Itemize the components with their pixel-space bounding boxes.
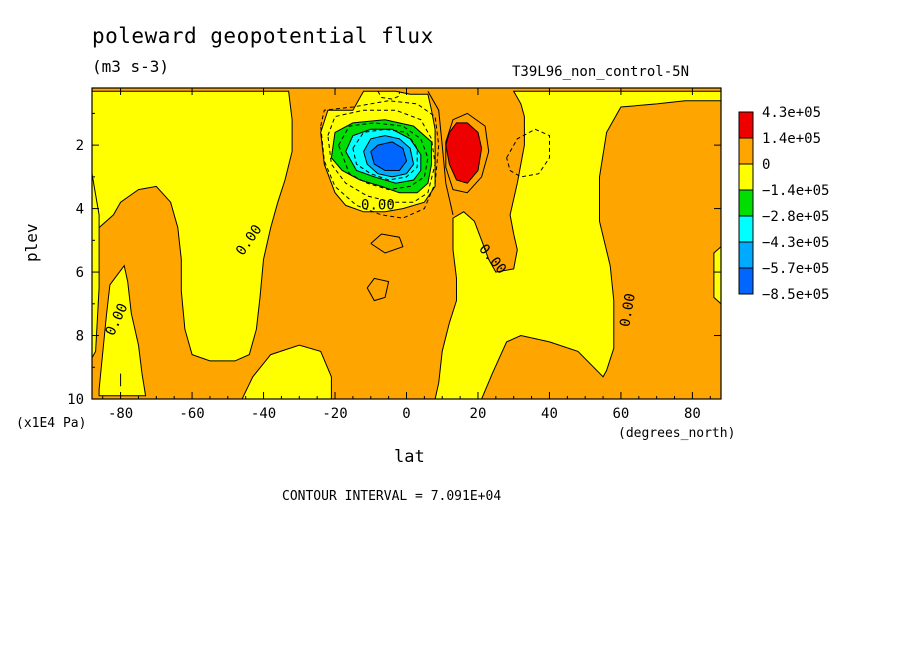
x-tick-label-3: -20	[322, 406, 347, 422]
x-tick-label-5: 20	[470, 406, 487, 422]
contour-line-1	[327, 109, 436, 203]
legend-label-3: −1.4e+05	[762, 183, 829, 199]
legend-swatch-1	[738, 137, 754, 165]
legend-swatch-2	[738, 163, 754, 191]
contour-line-0	[320, 100, 440, 219]
contour-region-1	[92, 173, 100, 359]
contour-line-2	[338, 122, 429, 191]
contour-interval: CONTOUR INTERVAL = 7.091E+04	[282, 489, 502, 504]
legend-swatch-3	[738, 189, 754, 217]
y-axis-units: (x1E4 Pa)	[16, 416, 87, 431]
y-tick-label-1: 4	[76, 202, 84, 218]
y-tick-label-4: 10	[67, 392, 84, 408]
legend-label-4: −2.8e+05	[762, 209, 829, 225]
x-tick-label-6: 40	[541, 406, 558, 422]
legend-swatch-5	[738, 241, 754, 269]
run-name: T39L96_non_control-5N	[512, 64, 690, 80]
axes: -80 -60 -40 -20 0 20 40 60 80 2 4 6 8 10	[67, 88, 721, 422]
legend-swatch-6	[738, 267, 754, 295]
contour-label-0: 0.00	[361, 197, 395, 213]
x-tick-label-0: -80	[108, 406, 133, 422]
legend-swatch-0	[738, 111, 754, 139]
x-axis-units: (degrees_north)	[618, 426, 736, 441]
contour-region-11	[445, 122, 483, 184]
contour-region-2	[98, 264, 147, 397]
contour-region-10	[370, 141, 408, 171]
chart-units: (m3 s-3)	[92, 57, 170, 76]
x-tick-label-4: 0	[402, 406, 410, 422]
legend-label-6: −5.7e+05	[762, 261, 829, 277]
chart-title: poleward geopotential flux	[92, 24, 434, 48]
legend-label-5: −4.3e+05	[762, 235, 829, 251]
legend-swatch-4	[738, 215, 754, 243]
contour-region-3	[241, 344, 332, 399]
contour-line-5	[506, 128, 550, 178]
x-axis-label: lat	[394, 447, 425, 467]
contour-line-7	[427, 90, 454, 216]
y-tick-label-2: 6	[76, 265, 84, 281]
y-tick-label-3: 8	[76, 329, 84, 345]
contour-line-3	[352, 128, 418, 181]
legend-label-2: 0	[762, 157, 770, 173]
y-tick-label-0: 2	[76, 138, 84, 154]
x-tick-label-2: -40	[251, 406, 276, 422]
legend-label-7: −8.5e+05	[762, 287, 829, 303]
filled-contours	[92, 90, 721, 399]
x-tick-label-8: 80	[684, 406, 701, 422]
contour-line-8	[370, 233, 404, 254]
contour-region-5	[434, 90, 721, 399]
legend: 4.3e+05 1.4e+05 0 −1.4e+05 −2.8e+05 −4.3e+05 −…	[738, 105, 829, 303]
contour-region-6	[713, 246, 721, 305]
legend-label-0: 4.3e+05	[762, 105, 821, 121]
legend-label-1: 1.4e+05	[762, 131, 821, 147]
x-tick-label-1: -60	[179, 406, 204, 422]
contour-lines	[120, 90, 550, 387]
contour-region-0	[92, 90, 293, 362]
contour-line-6	[445, 112, 490, 194]
contour-line-9	[366, 277, 390, 302]
x-tick-label-7: 60	[613, 406, 630, 422]
contour-label-4: 0.00	[617, 292, 639, 328]
